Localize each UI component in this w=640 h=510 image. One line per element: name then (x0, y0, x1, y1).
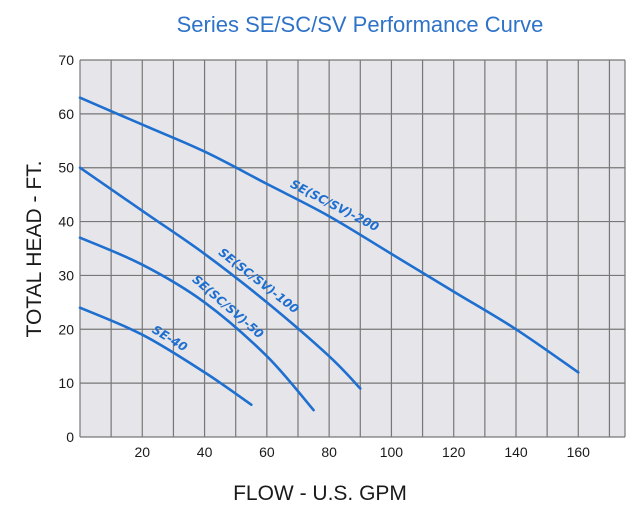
x-axis-title: FLOW - U.S. GPM (233, 482, 407, 505)
x-tick-label: 100 (380, 444, 404, 460)
x-tick-label: 40 (197, 444, 213, 460)
curve-line (78, 96, 580, 374)
x-tick-label: 120 (442, 444, 466, 460)
x-tick-label: 140 (504, 444, 528, 460)
y-tick-label: 20 (58, 321, 74, 337)
x-tick-label: 60 (259, 444, 275, 460)
grid (79, 59, 626, 438)
y-tick-label: 50 (58, 160, 74, 176)
curve-line (78, 306, 253, 406)
y-tick-label: 0 (66, 429, 74, 445)
y-tick-label: 10 (58, 375, 74, 391)
x-tick-label: 20 (134, 444, 150, 460)
curves (78, 96, 580, 412)
tick-labels: 20 40 60 80 100 120 140 160 0 10 20 30 40 50 60 70 (58, 52, 590, 460)
curve-line (78, 166, 362, 390)
curve-line (78, 236, 315, 412)
y-axis-title: TOTAL HEAD - FT. (23, 161, 46, 338)
y-tick-label: 70 (58, 52, 74, 68)
chart-title: Series SE/SC/SV Performance Curve (177, 12, 544, 37)
y-tick-label: 30 (58, 267, 74, 283)
y-tick-label: 40 (58, 214, 74, 230)
y-tick-label: 60 (58, 106, 74, 122)
x-tick-label: 80 (321, 444, 337, 460)
x-tick-label: 160 (567, 444, 591, 460)
plot-area (80, 60, 625, 437)
